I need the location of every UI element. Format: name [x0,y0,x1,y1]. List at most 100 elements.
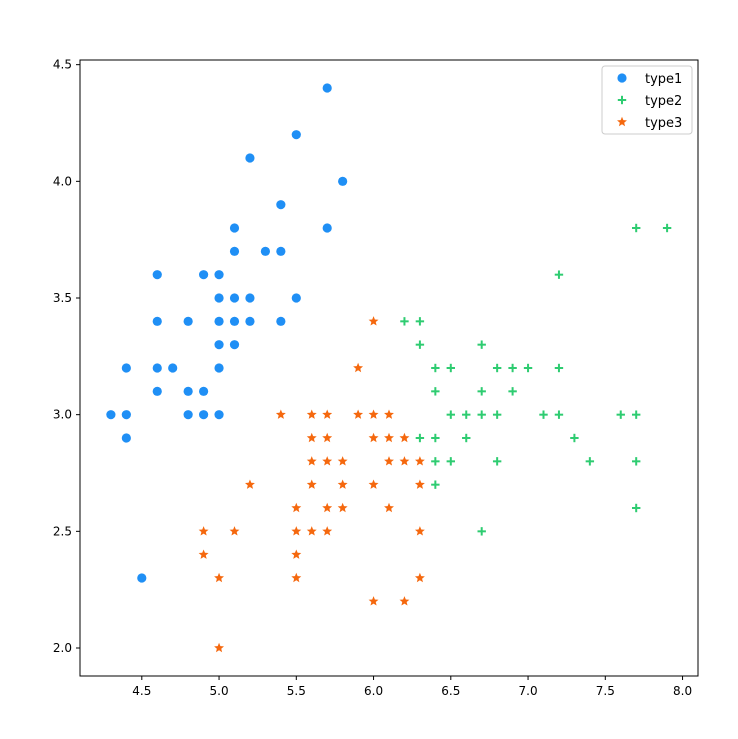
point-type2 [632,457,641,466]
point-type1 [199,386,209,396]
point-type2 [477,387,486,396]
point-type1 [152,363,162,373]
point-type2 [446,363,455,373]
point-type1 [276,316,286,326]
point-type1 [291,293,301,303]
legend-marker-type1 [617,73,627,83]
point-type3 [368,316,379,326]
point-type2 [431,387,440,396]
point-type2 [446,457,455,466]
point-type2 [477,340,486,349]
point-type1 [322,83,332,93]
point-type1 [121,433,131,443]
point-type3 [245,479,255,489]
point-type3 [291,549,302,559]
point-type1 [214,316,224,326]
point-type2 [585,457,595,466]
y-tick-label: 2.5 [53,524,72,538]
point-type2 [446,410,455,419]
point-type3 [414,526,425,536]
point-type1 [199,270,209,280]
point-type3 [368,409,379,419]
x-axis: 4.5 5.0 5.5 6.0 6.5 7.0 7.5 8.0 [132,676,692,698]
point-type2 [431,433,440,443]
point-type2 [632,410,641,419]
point-type1 [152,270,162,280]
point-type3 [353,409,364,419]
x-tick-label: 7.0 [519,684,538,698]
point-type3 [399,596,410,606]
point-type3 [198,549,209,559]
point-type2 [632,503,641,513]
point-type3 [322,526,333,536]
point-type2 [570,433,579,443]
point-type1 [214,363,224,373]
point-type2 [492,363,502,373]
plot-frame [79,59,699,677]
point-type1 [291,130,301,140]
point-type1 [152,386,162,396]
legend-label-type3: type3 [645,116,682,131]
point-type2 [415,317,425,326]
point-type3 [291,502,302,513]
x-tick-label: 4.5 [132,684,151,698]
point-type1 [322,223,332,233]
point-type1 [338,176,348,186]
point-type2 [508,363,517,373]
point-type3 [337,456,348,466]
point-type1 [245,153,255,163]
point-type1 [121,363,131,373]
point-type3 [198,526,209,536]
point-type3 [322,502,333,513]
point-type1 [245,293,255,303]
point-type3 [399,432,410,443]
x-tick-label: 8.0 [673,684,692,698]
point-type1 [183,386,193,396]
point-type3 [306,409,317,419]
point-type1 [137,573,147,583]
point-type3 [384,432,394,443]
point-type3 [414,572,425,583]
point-type1 [229,340,240,350]
point-type1 [168,363,178,373]
point-type1 [276,200,286,210]
point-type3 [306,479,317,489]
point-type3 [368,479,379,489]
point-type1 [152,316,162,326]
point-type1 [214,410,224,420]
point-type2 [477,527,486,536]
legend: type1 type2 type3 [601,65,693,135]
point-type3 [384,409,394,419]
point-type1 [229,223,240,233]
point-type3 [399,456,410,466]
point-type1 [214,293,224,303]
point-type2 [462,433,471,443]
point-type3 [214,642,224,653]
point-type2 [462,410,471,419]
point-type1 [183,410,193,420]
point-type2 [492,410,502,419]
point-type1 [260,246,270,256]
point-type1 [229,293,240,303]
point-type1 [183,316,193,326]
y-axis: 2.0 2.5 3.0 3.5 4.0 4.5 [53,58,80,655]
point-type1 [214,270,224,280]
point-type3 [337,502,348,513]
point-type1 [229,246,240,256]
point-type1 [229,316,240,326]
point-type3 [414,456,425,466]
point-type2 [431,363,440,373]
point-type1 [106,410,116,420]
y-tick-label: 3.5 [53,291,72,305]
point-type1 [214,340,224,350]
legend-marker-type2 [617,95,627,105]
point-type2 [508,387,517,396]
point-type3 [337,479,348,489]
point-type3 [229,526,240,536]
points-layer [106,83,672,653]
x-tick-label: 6.5 [441,684,460,698]
point-type2 [554,410,564,419]
legend-label-type2: type2 [645,94,682,109]
point-type3 [384,456,394,466]
